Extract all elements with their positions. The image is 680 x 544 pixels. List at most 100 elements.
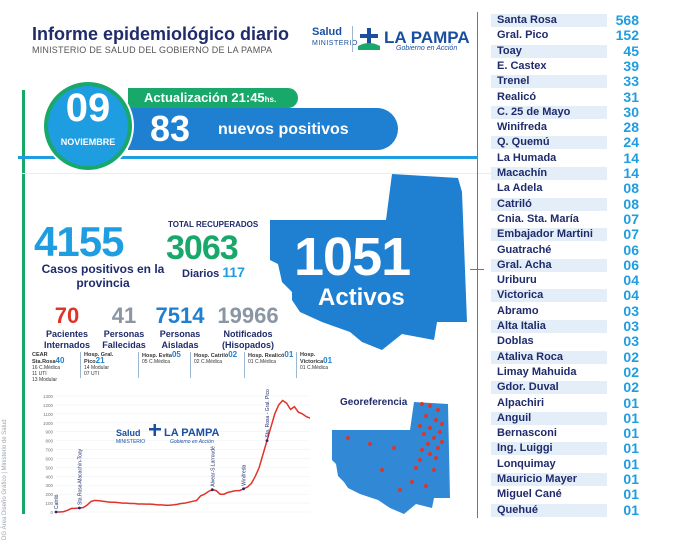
map-dot — [368, 442, 372, 446]
recovered-daily: Diarios 117 — [182, 264, 245, 280]
hospital-item: Hosp. Gral. Pico21 14 Modular 07 UTI — [84, 352, 134, 377]
divider — [22, 173, 492, 174]
map-dot — [424, 414, 428, 418]
locality-value: 45 — [623, 42, 639, 59]
list-item: Abramo 03 — [487, 302, 645, 319]
locality-name: E. Castex — [497, 59, 547, 72]
hospital-value: 01 — [284, 350, 294, 359]
map-dot — [440, 440, 444, 444]
map-dot — [436, 446, 440, 450]
y-tick-label: 500 — [45, 465, 53, 470]
y-tick-label: 100 — [45, 501, 53, 506]
locality-name: Gdor. Duval — [491, 381, 607, 395]
hospital-name: Hosp. Catriló — [194, 353, 229, 359]
page-subtitle: MINISTERIO DE SALUD DEL GOBIERNO DE LA P… — [32, 45, 273, 55]
list-item: E. Castex 39 — [487, 59, 645, 74]
locality-name: Anguil — [491, 411, 607, 425]
date-month: NOVIEMBRE — [60, 137, 116, 147]
annotation-label: Alvear-S.Larroudé — [210, 446, 216, 487]
locality-name: Catriló — [491, 197, 607, 211]
divider — [138, 352, 139, 378]
hospital-name: Hosp. Realicó — [248, 353, 285, 359]
hospital-item: Hosp. Realicó01 01 C.Médica — [248, 350, 298, 366]
new-positives-value: 83 — [150, 108, 191, 149]
map-dot — [418, 424, 422, 428]
annotation-dot — [78, 506, 81, 510]
list-item: Limay Mahuida 02 — [487, 365, 645, 380]
stat-label: Personas Fallecidas — [102, 329, 146, 350]
date-circle — [44, 82, 132, 170]
map-dot — [422, 432, 426, 436]
locality-name: Ing. Luiggi — [491, 442, 607, 456]
la-pampa-logo-icon — [358, 28, 380, 50]
list-item: Lonquimay 01 — [487, 455, 645, 472]
chart-logo-la-pampa: LA PAMPA — [164, 427, 219, 439]
y-tick-label: 300 — [45, 483, 53, 488]
locality-value: 06 — [623, 256, 639, 273]
hospitals-row: CEAR Sta.Rosa40 16 C.Médica 11 UTI 13 Mo… — [30, 350, 340, 384]
locality-name: Uriburu — [497, 274, 537, 287]
chart-logo-salud: Salud — [116, 428, 141, 438]
list-item: Anguil 01 — [487, 409, 645, 426]
locality-value: 03 — [623, 318, 639, 334]
divider — [296, 352, 297, 378]
list-item: Mauricio Mayer 01 — [487, 472, 645, 487]
recovered-value: 3063 — [166, 229, 239, 267]
list-item: Gral. Acha 06 — [487, 256, 645, 273]
daily-label: Diarios — [182, 268, 220, 280]
locality-value: 01 — [623, 409, 639, 426]
locality-value: 24 — [623, 134, 639, 151]
map-dot — [428, 452, 432, 456]
list-item: Gral. Pico 152 — [487, 27, 645, 44]
series-line — [56, 399, 311, 513]
locality-value: 01 — [623, 486, 639, 503]
map-dot — [436, 408, 440, 412]
locality-value: 03 — [623, 333, 639, 350]
locality-name: Gral. Acha — [491, 258, 607, 272]
locality-name: Doblas — [497, 335, 534, 348]
date-day: 09 — [65, 86, 111, 130]
locality-value: 152 — [615, 27, 639, 44]
locality-name: La Humada — [497, 151, 557, 164]
stat-internados: 70 Pacientes Internados — [38, 303, 96, 351]
annotation-label: Sta.Rosa-Macachín-Toay — [77, 448, 83, 505]
hospital-item: Hosp. Catriló02 02 C.Médica — [194, 351, 246, 366]
logo-ministerio: MINISTERIO — [312, 40, 358, 47]
list-item: Embajador Martini 07 — [487, 227, 645, 242]
locality-value: 01 — [623, 455, 639, 472]
map-dot — [418, 458, 422, 462]
stat-label: Personas Aisladas — [159, 329, 201, 350]
locality-value: 04 — [623, 272, 639, 289]
locality-value: 06 — [623, 241, 639, 258]
map-dot — [428, 426, 432, 430]
map-dot — [398, 488, 402, 492]
hospital-line: 13 Modular — [32, 377, 58, 383]
list-item: Guatraché 06 — [487, 241, 645, 258]
list-item: Gdor. Duval 02 — [487, 380, 645, 395]
list-item: Uriburu 04 — [487, 272, 645, 289]
stat-value: 41 — [111, 303, 137, 328]
locality-value: 01 — [623, 425, 639, 442]
y-tick-label: 400 — [45, 474, 53, 479]
update-banner: Actualización 21:45hs. — [128, 88, 298, 108]
stat-aislados: 7514 Personas Aisladas — [152, 303, 208, 351]
locality-name: Abramo — [497, 304, 539, 317]
list-item: Catriló 08 — [487, 197, 645, 212]
locality-name: Ataliva Roca — [491, 350, 607, 364]
hospital-name: Hosp. Gral. Pico — [84, 352, 114, 365]
list-connector — [470, 269, 484, 270]
side-credit: DG Área Diseño Gráfico | Ministerio de S… — [2, 380, 12, 540]
hospital-item: Hosp. Victorica01 01 C.Médica — [300, 352, 344, 371]
list-item: Trenel 33 — [487, 74, 645, 89]
locality-value: 03 — [623, 302, 639, 319]
chart-logo: Salud MINISTERIO LA PAMPA Gobierno en Ac… — [116, 424, 219, 445]
locality-name: Santa Rosa — [491, 14, 607, 27]
hospital-value: 05 — [171, 350, 181, 359]
stat-label: Notificados (Hisopados) — [221, 329, 274, 350]
hospital-line: 02 C.Médica — [194, 359, 223, 365]
daily-value: 117 — [222, 264, 245, 280]
locality-name: Macachín — [491, 167, 607, 180]
annotation-dot — [54, 510, 58, 514]
active-label: Activos — [318, 284, 405, 311]
list-item: C. 25 de Mayo 30 — [487, 105, 645, 120]
